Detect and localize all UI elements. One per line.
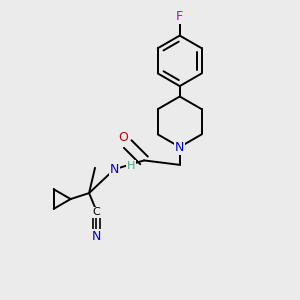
Text: N: N: [175, 140, 184, 154]
Text: N: N: [92, 230, 101, 243]
Text: O: O: [118, 131, 128, 144]
Text: C: C: [93, 207, 101, 218]
Text: F: F: [176, 10, 183, 23]
Text: H: H: [127, 161, 135, 171]
Text: N: N: [110, 163, 119, 176]
